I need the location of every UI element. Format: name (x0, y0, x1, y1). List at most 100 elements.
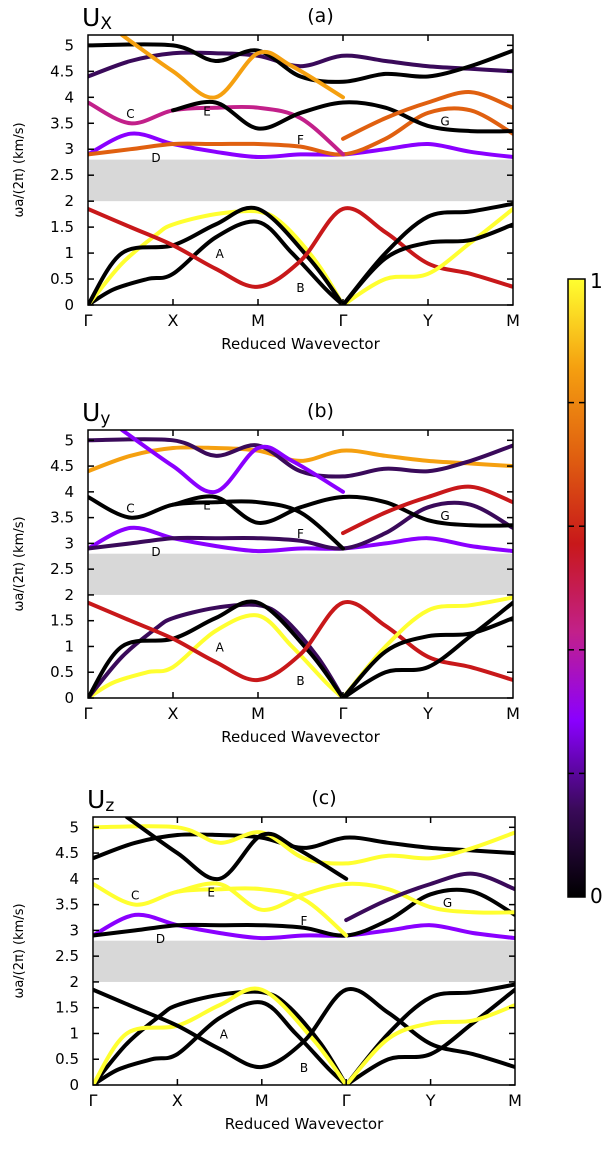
y-tick-label: 0 (69, 1076, 79, 1094)
y-axis-label: ωa/(2π) (km/s) (12, 903, 27, 998)
dispersion-band (344, 987, 515, 1085)
y-tick-label: 1 (64, 637, 74, 655)
x-axis-label: Reduced Wavevector (221, 335, 380, 353)
y-tick-label: 4.5 (55, 844, 79, 862)
panel-label: (c) (311, 787, 336, 809)
dispersion-band (88, 613, 345, 698)
band-annotation: C (131, 888, 139, 902)
y-tick-label: 4.5 (50, 62, 74, 80)
y-tick-label: 1.5 (50, 218, 74, 236)
band-annotation: C (126, 501, 134, 515)
x-tick-label: Γ (339, 311, 348, 330)
dispersion-band (88, 445, 513, 474)
band-annotation: A (216, 247, 225, 261)
band-annotation: A (216, 640, 225, 654)
y-tick-label: 3 (69, 921, 79, 939)
band-annotation: G (440, 115, 449, 129)
band-annotation: B (296, 281, 304, 295)
y-tick-label: 3 (64, 140, 74, 158)
dispersion-band (88, 599, 345, 698)
dispersion-band (93, 882, 349, 938)
y-tick-label: 0.5 (50, 663, 74, 681)
y-tick-label: 1 (69, 1024, 79, 1042)
y-tick-label: 3 (64, 534, 74, 552)
y-tick-label: 3.5 (55, 896, 79, 914)
y-tick-label: 2 (64, 586, 74, 604)
y-tick-label: 0.5 (50, 270, 74, 288)
dispersion-band (88, 495, 345, 551)
colorbar: 1 0 (567, 269, 603, 908)
panel-label: (a) (307, 5, 333, 27)
component-label: Uy (82, 398, 110, 429)
y-tick-label: 4.5 (50, 457, 74, 475)
dispersion-band (93, 986, 349, 1085)
band-annotation: D (156, 932, 165, 946)
y-tick-label: 3.5 (50, 509, 74, 527)
dispersion-band (88, 437, 513, 479)
band-annotation: G (443, 896, 452, 910)
x-tick-label: Y (422, 311, 433, 330)
band-gap-region (89, 159, 512, 202)
component-label: Uz (87, 785, 114, 816)
y-tick-label: 0 (64, 689, 74, 707)
dispersion-band (88, 50, 513, 79)
dispersion-band (171, 99, 513, 134)
dispersion-band (88, 205, 345, 305)
x-tick-label: Y (422, 704, 433, 723)
y-tick-label: 5 (69, 818, 79, 836)
dispersion-band (93, 832, 515, 861)
x-tick-label: M (251, 311, 265, 330)
x-tick-label: Γ (84, 311, 93, 330)
y-tick-label: 3.5 (50, 114, 74, 132)
band-annotation: A (220, 1027, 229, 1041)
x-tick-label: Γ (339, 704, 348, 723)
y-tick-label: 5 (64, 36, 74, 54)
dispersion-band (341, 206, 513, 305)
dispersion-band (341, 616, 513, 698)
y-tick-label: 2.5 (50, 166, 74, 184)
x-tick-label: Γ (84, 704, 93, 723)
y-tick-label: 2 (69, 973, 79, 991)
panel-a: Γ X M Γ Y M 0 0.5 1 1.5 2 2.5 3 3.5 4 4.5 5 Reduced Wavev… (12, 3, 520, 353)
panel-c: Γ X M Γ Y M 0 0.5 1 1.5 2 2.5 3 3.5 4 4.5 5 Reduced Wavev… (12, 785, 522, 1133)
band-annotation: B (296, 674, 304, 688)
x-tick-label: Γ (89, 1091, 98, 1110)
dispersion-band (341, 90, 513, 141)
x-tick-label: Y (425, 1091, 436, 1110)
dispersion-band (120, 430, 345, 495)
dispersion-band (88, 106, 513, 157)
dispersion-band (171, 494, 513, 528)
dispersion-band (93, 824, 515, 866)
band-annotation: D (151, 545, 160, 559)
y-axis-label: ωa/(2π) (km/s) (12, 122, 27, 217)
dispersion-band (120, 35, 345, 100)
component-label: UX (82, 3, 112, 34)
band-annotation: D (151, 151, 160, 165)
x-tick-label: M (255, 1091, 269, 1110)
dispersion-band (344, 1003, 515, 1085)
colorbar-min-label: 0 (590, 884, 603, 908)
y-tick-label: 0.5 (55, 1050, 79, 1068)
band-annotation: E (207, 886, 215, 900)
dispersion-band (175, 881, 515, 915)
dispersion-band (124, 817, 349, 882)
dispersion-band (88, 42, 513, 84)
x-tick-label: M (508, 1091, 522, 1110)
y-tick-label: 2.5 (55, 947, 79, 965)
y-tick-label: 1 (64, 244, 74, 262)
band-annotation: E (203, 104, 211, 118)
band-annotation: G (440, 509, 449, 523)
dispersion-band (341, 600, 513, 698)
colorbar-max-label: 1 (590, 269, 603, 293)
x-tick-label: X (168, 311, 179, 330)
plot-frame (92, 816, 516, 1086)
dispersion-band (88, 219, 345, 305)
plot-frame (87, 429, 514, 699)
dispersion-band (344, 871, 515, 923)
y-axis-label: ωa/(2π) (km/s) (12, 516, 27, 611)
x-tick-label: Γ (342, 1091, 351, 1110)
y-tick-label: 1.5 (55, 999, 79, 1017)
band-gap-region (89, 553, 512, 595)
dispersion-band (88, 100, 345, 157)
